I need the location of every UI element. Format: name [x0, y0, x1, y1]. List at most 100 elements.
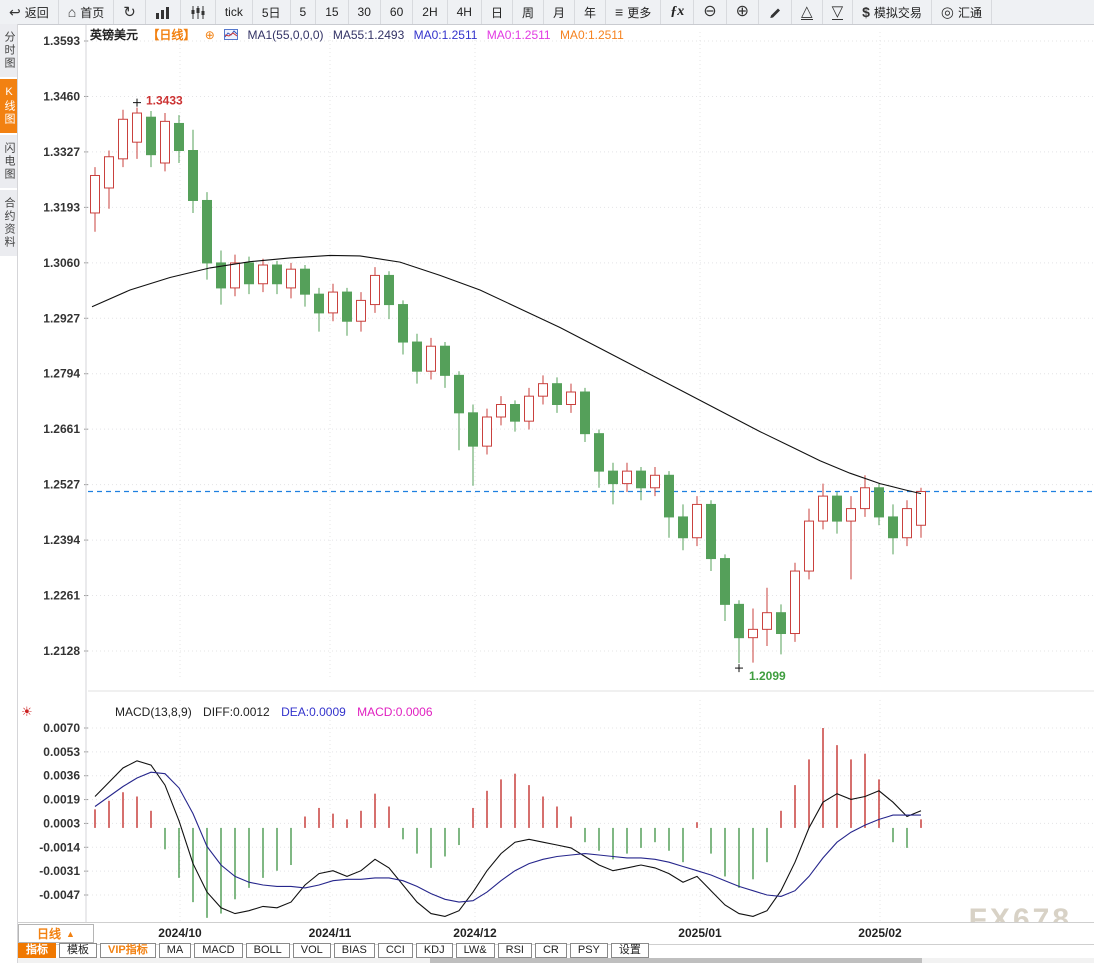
- back-button[interactable]: ↩ 返回: [0, 0, 59, 24]
- refresh-button[interactable]: ↻: [114, 0, 146, 24]
- period-year-button[interactable]: 年: [575, 0, 607, 24]
- svg-text:0.0070: 0.0070: [43, 721, 80, 735]
- period-4h-button-label: 4H: [456, 5, 472, 19]
- xaxis-row: 日线 ▲ 2024/10 2024/11 2024/12 2025/01 2025/02: [17, 922, 1094, 945]
- ma1-params: MA1(55,0,0,0): [247, 28, 324, 42]
- tab-设置[interactable]: 设置: [610, 943, 649, 958]
- axis-labels: 1.3593 1.3460 1.3327 1.3193 1.3060 1.2927 1.27…: [39, 34, 80, 902]
- period-30-button-label: 30: [357, 5, 371, 19]
- xaxis-label-2024/12: 2024/12: [453, 926, 497, 940]
- pencil-icon: [770, 8, 781, 18]
- xaxis-label-2025/01: 2025/01: [678, 926, 722, 940]
- price-annotations: 1.3433 1.2099: [133, 94, 786, 683]
- tab-MA[interactable]: MA: [158, 943, 192, 958]
- bar-chart-icon: [155, 6, 169, 19]
- svg-text:1.3060: 1.3060: [43, 256, 80, 270]
- symbol-name: 英镑美元: [90, 28, 139, 42]
- tab-VIP指标[interactable]: VIP指标: [100, 943, 156, 958]
- period-5d-button[interactable]: 5日: [253, 0, 291, 24]
- home-button-label: 首页: [80, 5, 105, 20]
- period-60-button[interactable]: 60: [381, 0, 414, 24]
- period-15-button[interactable]: 15: [316, 0, 349, 24]
- period-2h-button[interactable]: 2H: [413, 0, 448, 24]
- svg-text:1.3327: 1.3327: [43, 145, 80, 159]
- tab-VOL[interactable]: VOL: [292, 943, 331, 958]
- period-15-button-label: 15: [325, 5, 339, 19]
- svg-text:1.2128: 1.2128: [43, 644, 80, 658]
- zoom-out-icon: ⊖: [703, 3, 717, 20]
- huitong-button[interactable]: ◎ 汇通: [932, 0, 993, 24]
- mini-chart-icon[interactable]: [224, 28, 239, 42]
- dollar-icon: $: [862, 4, 870, 20]
- horizontal-scrollbar[interactable]: [0, 958, 1094, 963]
- bar-chart-style-button[interactable]: [146, 0, 181, 24]
- more-button[interactable]: ≡ 更多: [606, 0, 662, 24]
- sidebar-item-K线图[interactable]: K线图: [0, 79, 17, 135]
- home-button[interactable]: ⌂ 首页: [59, 0, 115, 24]
- back-button-label: 返回: [24, 5, 49, 20]
- triangle-down-button[interactable]: ▽: [823, 0, 854, 24]
- scrollbar-thumb[interactable]: [430, 958, 922, 963]
- period-4h-button[interactable]: 4H: [448, 0, 482, 24]
- candles[interactable]: [90, 107, 926, 664]
- tab-CR[interactable]: CR: [534, 943, 567, 958]
- svg-text:1.2927: 1.2927: [43, 311, 80, 325]
- tab-模板[interactable]: 模板: [59, 943, 97, 958]
- period-week-button-label: 周: [521, 5, 534, 20]
- svg-text:0.0053: 0.0053: [43, 745, 80, 759]
- zoom-in-button[interactable]: ⊕: [727, 0, 760, 24]
- period-week-button[interactable]: 周: [513, 0, 544, 24]
- period-selector-label: 日线: [37, 927, 62, 941]
- period-day-button-label: 日: [490, 5, 503, 20]
- indicator-settings-icon[interactable]: ☀: [21, 704, 33, 719]
- circle-plus-icon[interactable]: ⊕: [204, 28, 215, 42]
- refresh-icon: ↻: [123, 3, 136, 21]
- xaxis-label-2025/02: 2025/02: [858, 926, 902, 940]
- svg-text:0.0003: 0.0003: [43, 816, 80, 830]
- formula-icon: ƒx: [670, 4, 685, 19]
- sidebar-item-分时图[interactable]: 分时图: [0, 24, 17, 79]
- period-month-button[interactable]: 月: [544, 0, 575, 24]
- formula-button[interactable]: ƒx: [661, 0, 695, 24]
- period-day-button[interactable]: 日: [482, 0, 513, 24]
- macd-header: MACD(13,8,9) DIFF:0.0012 DEA:0.0009 MACD…: [115, 705, 441, 719]
- tab-PSY[interactable]: PSY: [569, 943, 608, 958]
- period-60-button-label: 60: [389, 5, 404, 19]
- svg-text:-0.0031: -0.0031: [39, 864, 80, 878]
- tab-BOLL[interactable]: BOLL: [245, 943, 290, 958]
- svg-text:1.3193: 1.3193: [43, 200, 80, 214]
- tab-KDJ[interactable]: KDJ: [415, 943, 453, 958]
- period-selector-button[interactable]: 日线 ▲: [18, 924, 94, 943]
- macd-macd-value: MACD:0.0006: [357, 705, 433, 719]
- svg-text:0.0036: 0.0036: [43, 769, 80, 783]
- svg-text:1.2527: 1.2527: [43, 478, 80, 492]
- period-5d-button-label: 5日: [261, 5, 281, 20]
- svg-text:1.2261: 1.2261: [43, 589, 80, 603]
- tab-CCI[interactable]: CCI: [377, 943, 413, 958]
- svg-text:1.3460: 1.3460: [43, 89, 80, 103]
- sim-trade-button[interactable]: $ 模拟交易: [853, 0, 932, 24]
- triangle-up-button[interactable]: △: [792, 0, 823, 24]
- tab-指标[interactable]: 指标: [18, 943, 56, 958]
- left-sidebar: 分时图 K线图 闪电图 合约资料: [0, 24, 18, 963]
- tab-BIAS[interactable]: BIAS: [333, 943, 375, 958]
- zoom-out-button[interactable]: ⊖: [694, 0, 727, 24]
- kline-style-button[interactable]: [181, 0, 216, 24]
- tick-period-button-label: tick: [224, 5, 243, 19]
- period-5-button[interactable]: 5: [291, 0, 317, 24]
- tab-RSI[interactable]: RSI: [497, 943, 532, 958]
- sidebar-item-闪电图[interactable]: 闪电图: [0, 135, 17, 190]
- svg-text:1.3593: 1.3593: [43, 34, 80, 48]
- svg-text:1.2394: 1.2394: [43, 533, 80, 547]
- top-toolbar: ↩ 返回 ⌂ 首页 ↻ tick 5日 5 15 30 60 2H 4H 日 周月年 ≡ 更多 ƒx ⊖ ⊕ △ ▽ $ 模拟…: [0, 0, 1094, 25]
- svg-text:-0.0047: -0.0047: [39, 888, 80, 902]
- more-button-label: 更多: [627, 5, 652, 20]
- period-30-button[interactable]: 30: [349, 0, 381, 24]
- sidebar-item-合约资料[interactable]: 合约资料: [0, 190, 17, 258]
- tab-MACD[interactable]: MACD: [194, 943, 243, 958]
- tick-period-button[interactable]: tick: [216, 0, 253, 24]
- draw-button[interactable]: [759, 0, 793, 24]
- tab-LW&[interactable]: LW&: [455, 943, 495, 958]
